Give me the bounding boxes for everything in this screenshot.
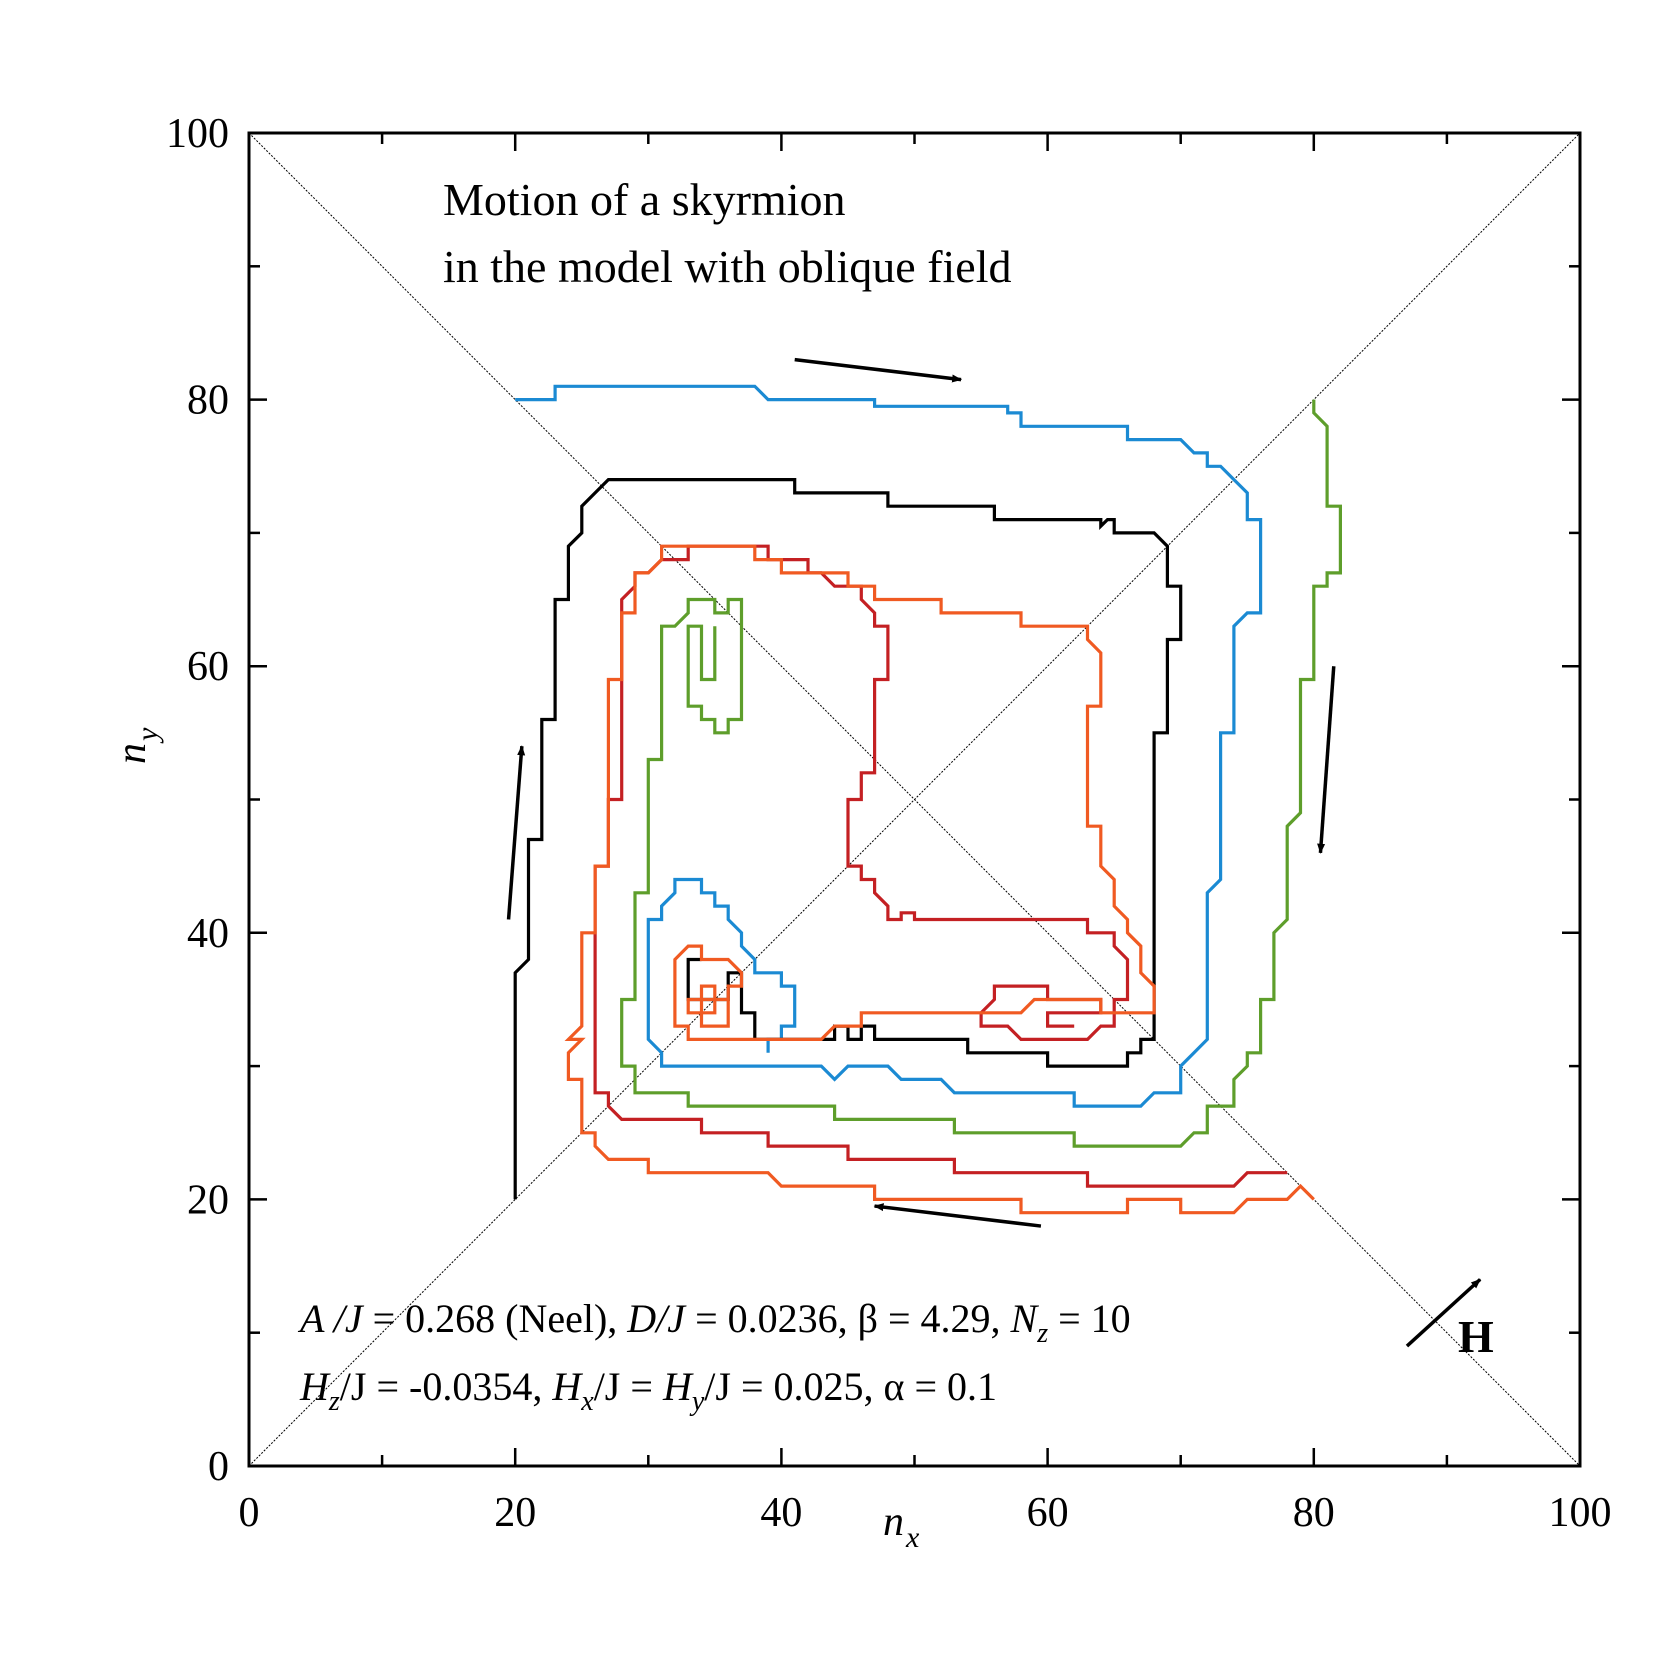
x-tick-label: 40 <box>760 1490 802 1536</box>
trajectory-red <box>593 544 1288 1188</box>
direction-arrows <box>506 357 1482 1348</box>
param-hx-mid: /J = <box>594 1364 663 1409</box>
trajectory-black <box>513 478 1183 1200</box>
params-line1: A /J = 0.268 (Neel), D/J = 0.0236, β = 4… <box>297 1296 1131 1349</box>
field-h-label: H <box>1458 1311 1494 1362</box>
direction-arrow-2 <box>1317 666 1336 854</box>
x-tick-label: 100 <box>1549 1490 1612 1536</box>
x-tick-label: 20 <box>494 1490 536 1536</box>
param-hz-sub: z <box>328 1386 340 1417</box>
trajectory-blue <box>515 384 1263 1108</box>
direction-arrow-3 <box>873 1203 1042 1228</box>
param-d-label: D/J <box>626 1296 687 1341</box>
param-hz-value: /J = -0.0354, <box>340 1364 553 1409</box>
y-tick-label: 60 <box>187 644 229 690</box>
param-hy-label: H <box>662 1364 694 1409</box>
x-axis-label-sub: x <box>905 1521 920 1554</box>
x-axis-label-main: n <box>883 1499 904 1545</box>
param-n-label: N <box>1010 1296 1040 1341</box>
y-tick-label: 80 <box>187 378 229 424</box>
diagonal-line-2 <box>248 132 1581 1467</box>
param-hy-value: /J = 0.025, α = 0.1 <box>704 1364 997 1409</box>
param-n-value: = 10 <box>1048 1296 1131 1341</box>
chart-title-line2: in the model with oblique field <box>443 241 1012 292</box>
direction-arrow-1 <box>794 357 963 383</box>
param-hx-label: H <box>551 1364 583 1409</box>
param-hz-label: H <box>299 1364 331 1409</box>
field-h-arrow <box>1405 1278 1482 1348</box>
y-axis-label: ny <box>109 727 164 764</box>
y-axis-label-sub: y <box>131 727 164 744</box>
y-tick-label: 0 <box>208 1444 229 1490</box>
diagonal-guides <box>248 132 1581 1467</box>
param-d-value: = 0.0236, β = 4.29, <box>685 1296 1010 1341</box>
x-tick-label: 60 <box>1027 1490 1069 1536</box>
y-tick-label: 40 <box>187 911 229 957</box>
x-tick-label: 0 <box>239 1490 260 1536</box>
chart-title-line1: Motion of a skyrmion <box>443 174 845 225</box>
y-axis-label-main: n <box>109 743 155 764</box>
param-n-sub: z <box>1036 1318 1048 1349</box>
param-a-value: = 0.268 (Neel), <box>363 1296 628 1341</box>
direction-arrow-4 <box>506 745 526 920</box>
param-hx-sub: x <box>580 1386 594 1417</box>
params-line2: Hz/J = -0.0354, Hx/J = Hy/J = 0.025, α =… <box>299 1364 997 1417</box>
trajectory-series <box>513 384 1343 1215</box>
param-hy-sub: y <box>689 1386 705 1417</box>
y-tick-label: 100 <box>166 111 229 157</box>
trajectory-orange <box>564 544 1315 1215</box>
svg-text:ny: ny <box>109 727 164 764</box>
trajectory-green <box>620 399 1343 1148</box>
x-axis-label: nx <box>883 1499 920 1554</box>
y-tick-label: 20 <box>187 1177 229 1223</box>
axis-ticks: 0 20 40 60 80 100 0 20 40 60 80 100 <box>166 111 1612 1536</box>
param-a-label: A /J <box>297 1296 365 1341</box>
x-tick-label: 80 <box>1293 1490 1335 1536</box>
